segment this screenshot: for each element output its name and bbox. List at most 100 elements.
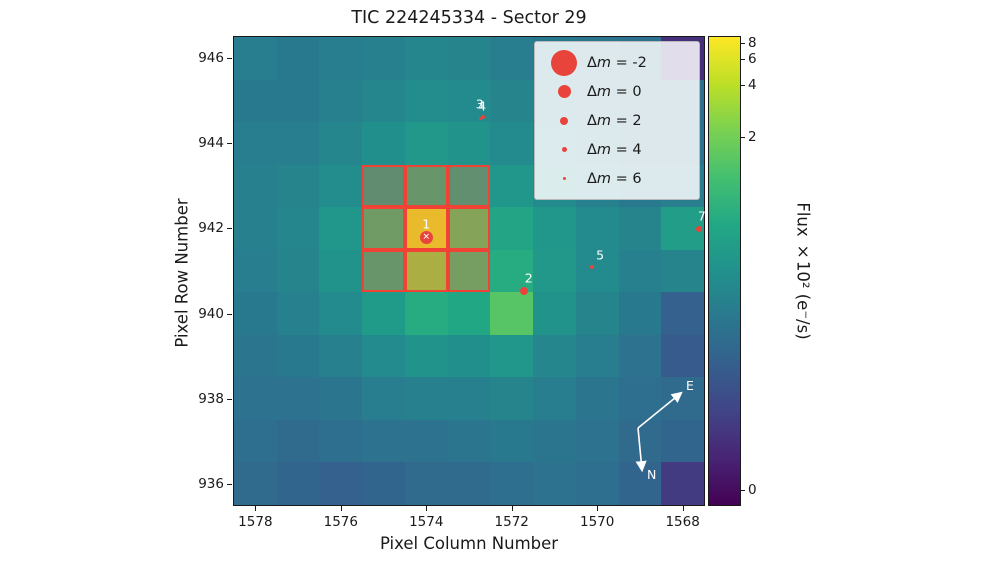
heatmap-cell [533,207,576,250]
heatmap-cell [404,377,448,420]
x-tick-label: 1576 [323,514,358,530]
legend-label: Δm = 2 [587,112,642,129]
heatmap-cell [362,164,405,208]
heatmap-cell [234,79,277,123]
colorbar-tick-mark [741,85,745,87]
heatmap-cell [447,292,491,335]
colorbar-tick-label: 2 [748,129,757,146]
heatmap-cell [362,334,405,378]
heatmap-cell [276,122,320,165]
colorbar-tick-mark [741,43,745,45]
y-tick-mark [227,228,232,230]
heatmap-cell [234,207,277,250]
heatmap-cell [533,249,576,293]
heatmap-cell [362,37,405,80]
legend-row: Δm = 4 [541,135,695,164]
legend-label: Δm = 4 [587,141,642,158]
y-tick-mark [227,58,232,60]
heatmap-cell [319,37,363,80]
heatmap-cell [533,292,576,335]
y-tick-label: 936 [198,475,224,492]
heatmap-cell [447,462,491,505]
heatmap-cell [319,164,363,208]
heatmap-cell [447,249,491,293]
x-tick-mark [597,506,599,511]
heatmap-cell [276,37,320,80]
heatmap-cell [362,377,405,420]
heatmap-cell [319,207,363,250]
x-tick-mark [255,506,257,511]
heatmap-cell [447,334,491,378]
y-tick-label: 946 [198,50,224,67]
heatmap-cell [234,334,277,378]
heatmap-cell [234,377,277,420]
heatmap-cell [362,462,405,505]
heatmap-cell [575,462,619,505]
heatmap-cell [618,207,662,250]
heatmap-cell [490,164,534,208]
heatmap-cell [276,292,320,335]
heatmap-cell [447,122,491,165]
heatmap-cell [276,419,320,463]
colorbar-tick-label: 6 [748,50,757,67]
heatmap-cell [661,207,704,250]
heatmap-cell [404,419,448,463]
heatmap-cell [533,462,576,505]
heatmap-cell [276,334,320,378]
legend-row: Δm = 0 [541,77,695,106]
x-tick-mark [511,506,513,511]
heatmap-cell [490,377,534,420]
heatmap-cell [404,164,448,208]
heatmap-cell [404,37,448,80]
magnitude-circle-icon [560,116,568,125]
heatmap-cell [575,207,619,250]
heatmap-cell [234,122,277,165]
colorbar-tick-label: 4 [748,77,757,94]
legend-label: Δm = 6 [587,170,642,187]
heatmap-cell [234,249,277,293]
y-tick-mark [227,313,232,315]
heatmap-cell [362,292,405,335]
heatmap-cell [447,79,491,123]
heatmap-cell [490,334,534,378]
x-tick-label: 1568 [665,514,700,530]
y-tick-label: 944 [198,135,224,152]
y-tick-label: 942 [198,220,224,237]
heatmap-cell [490,462,534,505]
heatmap-cell [276,377,320,420]
heatmap-cell [319,249,363,293]
heatmap-cell [490,207,534,250]
heatmap-cell [276,79,320,123]
heatmap-cell [447,164,491,208]
legend-label: Δm = -2 [587,54,647,71]
heatmap-cell [404,292,448,335]
magnitude-circle-icon [557,85,571,98]
colorbar-tick-mark [741,137,745,139]
heatmap-cell [319,122,363,165]
heatmap-cell [661,292,704,335]
heatmap-cell [404,207,448,250]
heatmap-cell [618,292,662,335]
heatmap-cell [234,462,277,505]
x-axis-label: Pixel Column Number [379,534,559,553]
heatmap-cell [447,377,491,420]
heatmap-cell [404,334,448,378]
legend-marker-cell [541,49,587,76]
heatmap-cell [661,462,704,505]
colorbar-tick-label: 0 [748,481,757,498]
legend-row: Δm = 2 [541,106,695,135]
heatmap-cell [447,207,491,250]
heatmap-cell [319,292,363,335]
heatmap-cell [533,419,576,463]
heatmap-cell [234,164,277,208]
x-tick-label: 1570 [579,514,615,530]
heatmap-cell [362,122,405,165]
heatmap-cell [362,249,405,293]
magnitude-circle-icon [561,147,567,152]
heatmap-cell [319,419,363,463]
x-tick-label: 1578 [238,514,273,530]
legend-row: Δm = -2 [541,48,695,77]
magnitude-circle-icon [551,49,577,76]
heatmap-cell [404,79,448,123]
heatmap-cell [276,164,320,208]
